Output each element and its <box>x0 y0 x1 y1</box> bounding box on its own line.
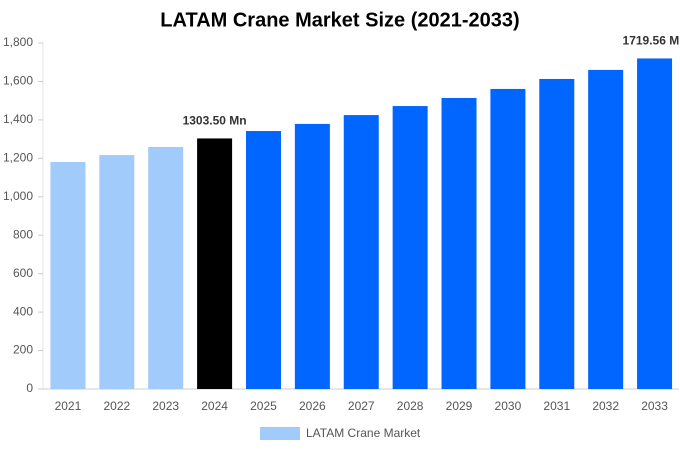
y-tick-label: 1,200 <box>3 151 33 165</box>
x-tick-label: 2026 <box>299 399 326 413</box>
bar <box>99 155 135 389</box>
bar <box>197 138 233 389</box>
x-tick-label: 2023 <box>152 399 179 413</box>
bar <box>50 161 86 389</box>
bar <box>392 106 428 389</box>
legend-swatch <box>260 427 300 440</box>
data-label: 1719.56 Mn <box>623 34 680 48</box>
y-tick-label: 0 <box>26 381 33 395</box>
chart-title: LATAM Crane Market Size (2021-2033) <box>160 9 519 31</box>
y-tick-label: 1,000 <box>3 189 33 203</box>
x-tick-label: 2032 <box>592 399 619 413</box>
y-tick-label: 1,400 <box>3 112 33 126</box>
x-tick-label: 2022 <box>103 399 130 413</box>
bar <box>148 146 184 389</box>
x-tick-label: 2021 <box>55 399 82 413</box>
bar <box>637 58 673 390</box>
legend-label: LATAM Crane Market <box>306 426 421 440</box>
bar <box>343 115 379 389</box>
y-tick-label: 800 <box>13 227 33 241</box>
y-tick-label: 200 <box>13 343 33 357</box>
x-tick-label: 2024 <box>201 399 228 413</box>
y-tick-label: 1,800 <box>3 35 33 49</box>
x-tick-label: 2030 <box>495 399 522 413</box>
bar <box>294 123 330 390</box>
x-tick-label: 2033 <box>641 399 668 413</box>
x-tick-label: 2029 <box>446 399 473 413</box>
data-label: 1303.50 Mn <box>183 114 247 128</box>
y-tick-label: 600 <box>13 266 33 280</box>
bar <box>490 88 526 390</box>
y-tick-label: 400 <box>13 304 33 318</box>
bar <box>588 69 624 390</box>
bar <box>441 97 477 389</box>
x-tick-label: 2025 <box>250 399 277 413</box>
bar <box>539 78 575 389</box>
y-tick-label: 1,600 <box>3 74 33 88</box>
bar <box>245 131 281 389</box>
x-tick-label: 2027 <box>348 399 375 413</box>
x-tick-label: 2028 <box>397 399 424 413</box>
x-tick-label: 2031 <box>543 399 570 413</box>
